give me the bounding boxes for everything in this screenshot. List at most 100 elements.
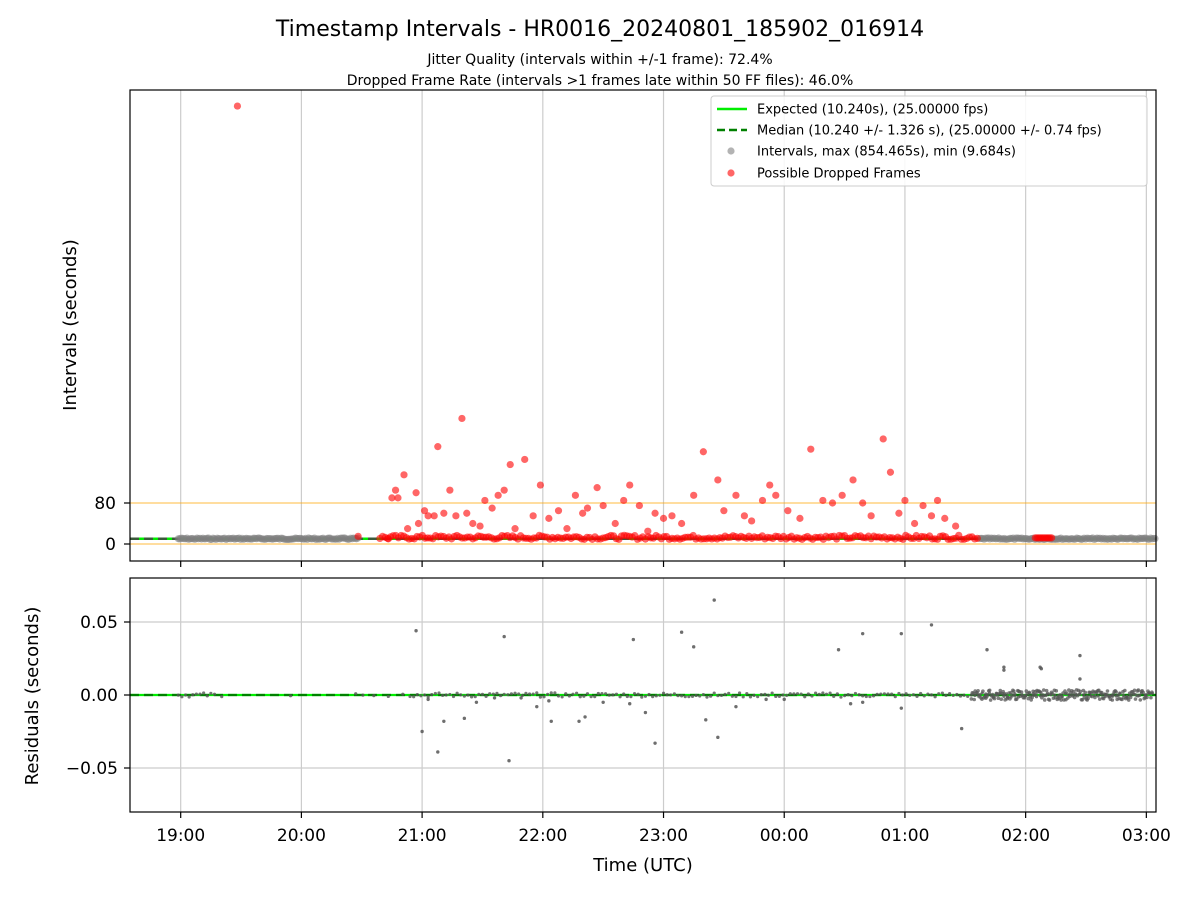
residual-point (415, 693, 419, 697)
residual-point (727, 691, 731, 695)
residual-point (716, 694, 720, 698)
residual-point (578, 695, 582, 699)
residual-point (603, 692, 608, 696)
residual-point (937, 692, 941, 696)
dropped-frame-point (554, 507, 563, 515)
dropped-frame-point (886, 468, 895, 476)
dropped-frame-point (394, 494, 402, 502)
residual-point (1008, 697, 1012, 701)
x-tick-label: 19:00 (156, 826, 205, 846)
dropped-frame-point (952, 522, 960, 530)
residual-point (567, 694, 571, 698)
residual-point (419, 694, 423, 698)
residual-point (1105, 689, 1110, 693)
legend-label: Possible Dropped Frames (757, 167, 921, 182)
residual-point (1067, 688, 1071, 692)
residual-point (477, 692, 481, 697)
residual-point (498, 694, 503, 698)
residual-point (495, 691, 499, 695)
residual-point (777, 694, 781, 698)
residual-point (484, 694, 488, 698)
residuals-panel: 0.05 0.00 −0.05 19:00 20:00 21:00 22:00 23:00 00… (22, 577, 1171, 876)
dropped-frame-point (233, 102, 242, 110)
dropped-frame-point (748, 517, 756, 525)
residual-point (806, 692, 810, 696)
residual-point (577, 719, 581, 723)
residual-point (756, 695, 760, 699)
residual-point (842, 694, 847, 698)
residual-point (658, 693, 662, 697)
residual-point (899, 706, 904, 710)
legend-label: Median (10.240 +/- 1.326 s), (25.00000 +… (757, 124, 1102, 139)
residual-point (212, 692, 217, 696)
residual-point (1126, 698, 1131, 702)
dropped-frame-point (469, 519, 477, 528)
residual-point (1133, 697, 1138, 701)
chart-subtitle-dropped: Dropped Frame Rate (intervals >1 frames … (347, 73, 854, 89)
dropped-frame-point (626, 481, 634, 489)
residual-point (1039, 667, 1044, 671)
residual-point (535, 704, 539, 709)
dropped-frame-point (838, 491, 846, 499)
residual-point (1027, 690, 1032, 695)
residual-point (690, 694, 695, 699)
legend-dropped-swatch (727, 169, 735, 177)
residual-point (629, 695, 633, 699)
y-tick-label: 0 (105, 535, 116, 555)
dropped-frame-point (772, 491, 780, 499)
residual-point (759, 693, 763, 697)
residual-point (1010, 693, 1014, 697)
residual-point (640, 695, 644, 699)
dropped-frame-point (720, 507, 728, 515)
y-tick-label: 0.00 (80, 686, 118, 706)
residual-point (1081, 693, 1086, 697)
residual-point (972, 697, 977, 702)
residual-point (507, 759, 511, 763)
residual-point (864, 694, 868, 699)
residual-point (462, 694, 466, 698)
residual-point (205, 694, 209, 698)
dropped-frame-point (1047, 534, 1056, 542)
x-tick-label: 23:00 (639, 826, 688, 846)
dropped-frame-point (867, 512, 875, 520)
x-tick-label: 20:00 (277, 826, 326, 846)
residual-point (683, 695, 687, 699)
residual-point (372, 694, 376, 698)
residual-point (770, 691, 774, 695)
residual-point (466, 693, 470, 697)
residual-point (524, 691, 528, 695)
residual-point (691, 645, 696, 649)
residual-point (705, 695, 709, 699)
residual-point (687, 695, 691, 699)
residual-point (996, 696, 1001, 700)
residual-point (401, 692, 405, 696)
residual-point (803, 695, 807, 699)
residual-point (1118, 692, 1122, 696)
residual-point (981, 689, 985, 693)
residual-point (459, 693, 463, 697)
residual-point (549, 719, 553, 723)
residual-point (1137, 693, 1142, 698)
residual-point (701, 693, 705, 697)
residual-point (698, 694, 702, 698)
intervals-y-axis-label: Intervals (seconds) (60, 239, 81, 411)
residual-point (430, 692, 434, 697)
residual-point (997, 691, 1002, 696)
dropped-frame-point (452, 512, 460, 520)
dropped-frame-point (784, 507, 792, 515)
dropped-frame-point (859, 499, 867, 507)
residual-point (1123, 688, 1127, 693)
dropped-frame-point (659, 514, 668, 522)
dropped-frame-point (927, 512, 936, 520)
residual-point (1002, 668, 1006, 672)
residual-point (1042, 698, 1047, 702)
residual-point (643, 694, 648, 698)
residuals-points (176, 598, 1154, 763)
residual-point (1068, 694, 1072, 699)
dropped-frame-point (384, 535, 392, 543)
dropped-frame-point (941, 514, 949, 522)
residual-point (517, 692, 521, 696)
dropped-frame-point (412, 489, 420, 497)
dropped-frame-point (796, 514, 804, 522)
residual-point (990, 692, 995, 697)
